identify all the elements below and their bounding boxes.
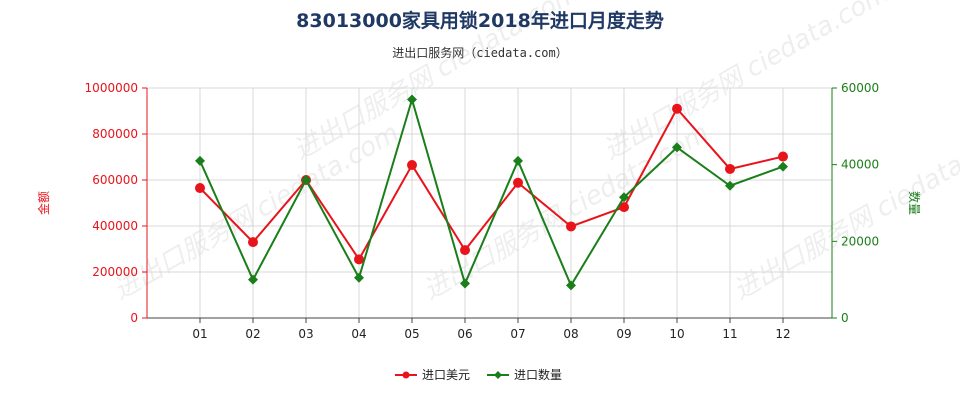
series-1 <box>195 94 788 291</box>
data-point-0-11 <box>778 151 788 162</box>
y-left-axis-title: 金额 <box>36 191 51 215</box>
legend-label-1: 进口数量 <box>514 367 562 382</box>
left-tick-label-3: 600000 <box>92 173 138 187</box>
data-point-1-1 <box>248 274 258 285</box>
data-point-1-3 <box>354 272 364 283</box>
data-point-0-4 <box>407 160 417 171</box>
x-tick-label-8: 09 <box>616 327 631 341</box>
legend: 进口美元 进口数量 <box>395 367 562 382</box>
watermark-text-2: 进出口服务网 ciedata.com <box>729 118 960 306</box>
x-tick-label-5: 06 <box>457 327 472 341</box>
data-point-0-9 <box>672 103 682 114</box>
x-tick-label-7: 08 <box>563 327 578 341</box>
left-tick-label-1: 200000 <box>92 265 138 279</box>
x-tick-label-6: 07 <box>510 327 525 341</box>
data-point-0-6 <box>513 177 523 188</box>
x-tick-label-0: 01 <box>192 327 207 341</box>
legend-marker-1 <box>494 371 502 379</box>
series-line-1 <box>199 95 784 288</box>
right-tick-label-3: 60000 <box>841 81 879 95</box>
legend-marker-0 <box>402 371 410 379</box>
left-tick-label-4: 800000 <box>92 127 138 141</box>
data-point-0-7 <box>566 221 576 232</box>
data-point-1-8 <box>619 192 629 203</box>
data-point-1-0 <box>195 155 205 166</box>
data-point-0-10 <box>725 163 735 174</box>
data-point-0-3 <box>354 254 364 265</box>
series-line-0 <box>199 106 784 262</box>
data-point-1-6 <box>513 155 523 166</box>
series-0 <box>195 103 788 265</box>
data-point-1-7 <box>566 280 576 291</box>
data-point-0-0 <box>195 183 205 194</box>
x-tick-label-11: 12 <box>775 327 790 341</box>
data-point-1-9 <box>672 142 682 153</box>
data-point-0-1 <box>248 237 258 248</box>
left-tick-label-0: 0 <box>130 311 138 325</box>
left-tick-label-5: 1000000 <box>85 81 138 95</box>
legend-label-0: 进口美元 <box>422 368 470 382</box>
watermark-text-3: 进出口服务网 ciedata.com <box>289 0 585 166</box>
data-point-1-4 <box>407 94 417 105</box>
data-point-0-5 <box>460 245 470 256</box>
x-tick-label-10: 11 <box>722 327 737 341</box>
data-point-1-2 <box>301 175 311 185</box>
right-tick-label-0: 0 <box>841 311 849 325</box>
x-tick-label-1: 02 <box>245 327 260 341</box>
x-tick-label-9: 10 <box>669 327 684 341</box>
y-right-axis-title: 数量 <box>907 191 922 215</box>
right-tick-label-2: 40000 <box>841 158 879 172</box>
data-point-1-11 <box>778 161 788 172</box>
right-tick-label-1: 20000 <box>841 234 879 248</box>
chart-subtitle: 进出口服务网（ciedata.com） <box>392 46 568 60</box>
left-tick-label-2: 400000 <box>92 219 138 233</box>
x-tick-label-3: 04 <box>351 327 366 341</box>
data-point-0-8 <box>619 202 629 213</box>
data-point-1-10 <box>725 180 735 191</box>
data-point-1-5 <box>460 278 470 289</box>
x-tick-label-2: 03 <box>298 327 313 341</box>
x-tick-label-4: 05 <box>404 327 419 341</box>
chart-title: 83013000家具用锁2018年进口月度走势 <box>296 10 664 32</box>
